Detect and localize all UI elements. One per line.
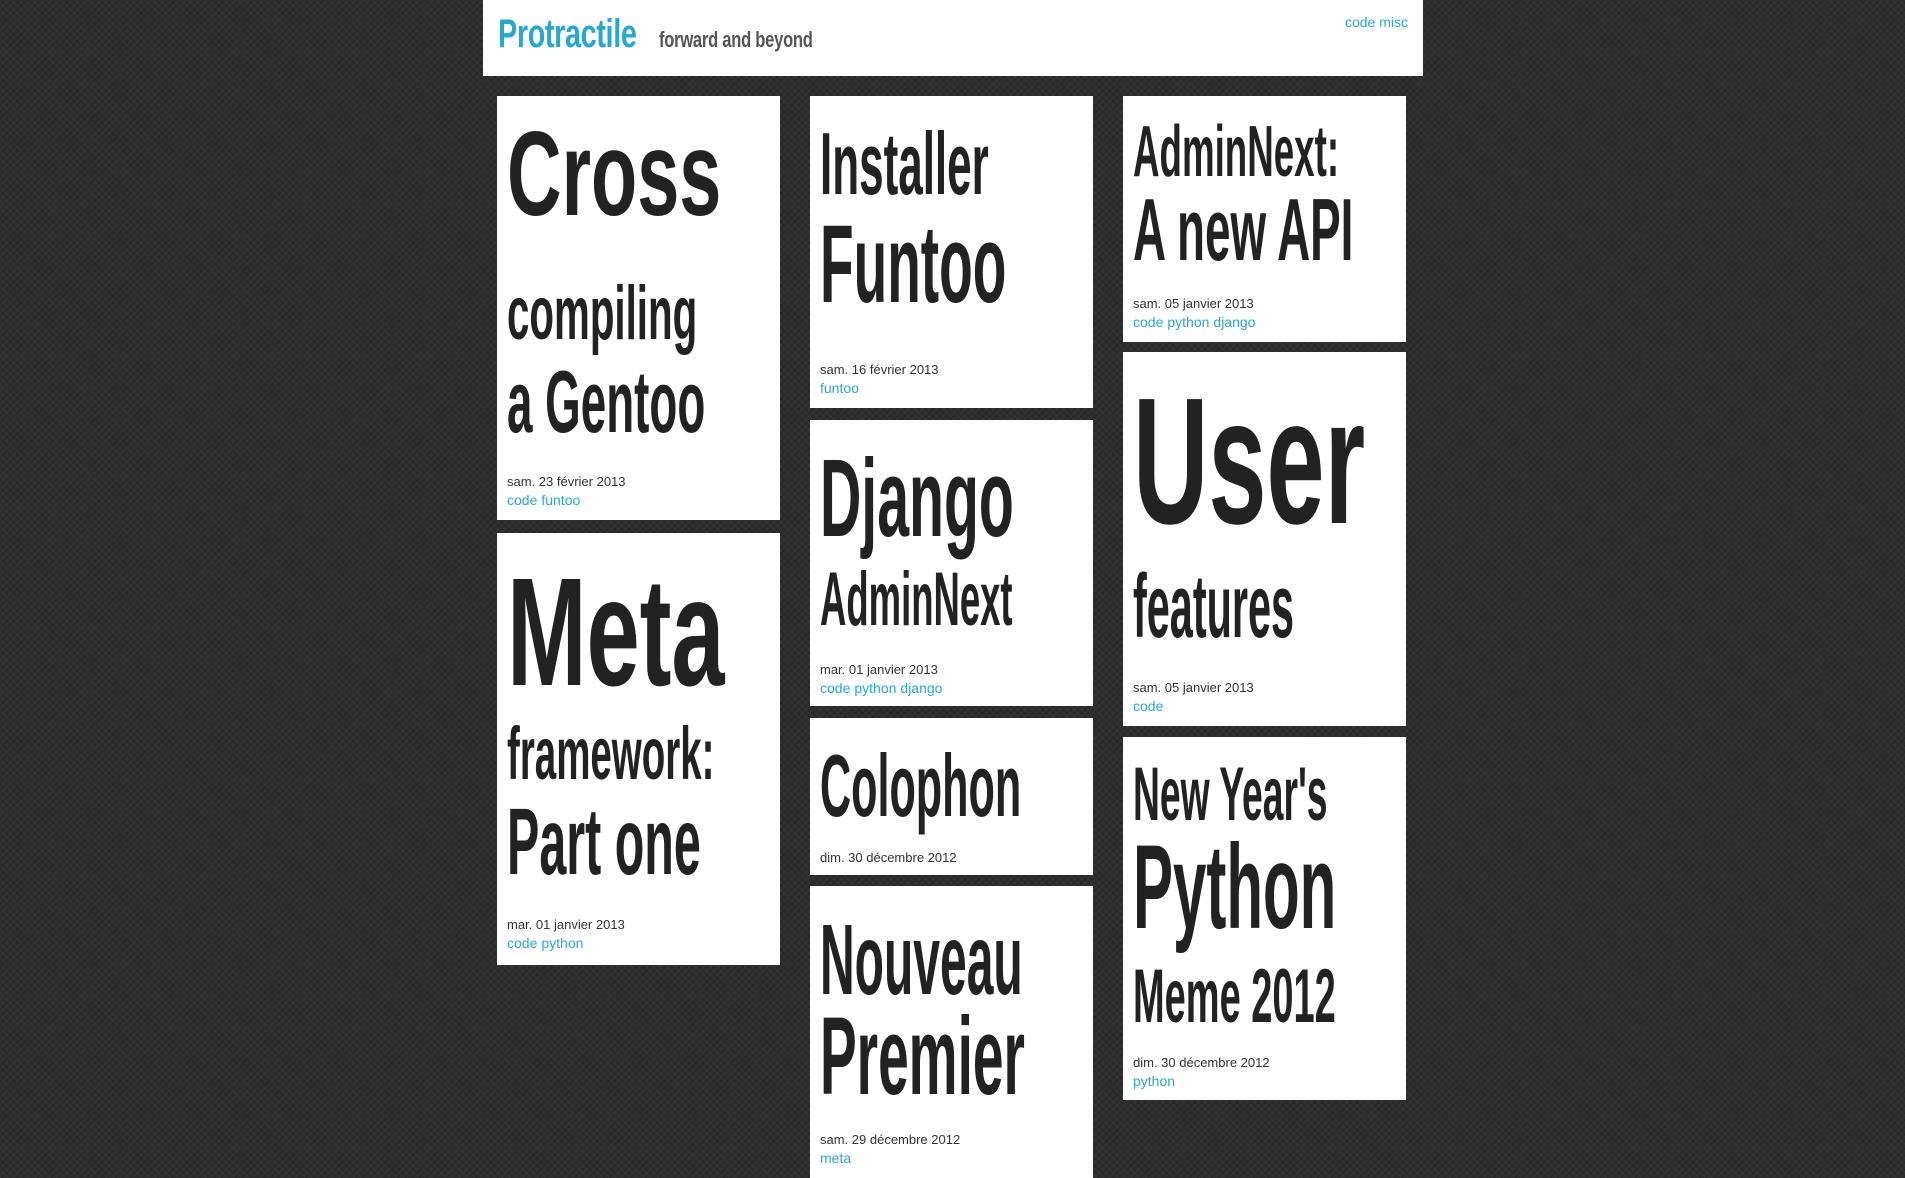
post-title-line: Colophon <box>820 736 1022 835</box>
post-tags: meta <box>820 1150 851 1166</box>
post-title-line: Python <box>1133 820 1337 954</box>
tag-link[interactable]: meta <box>820 1150 852 1166</box>
post-title-line: Nouveau <box>820 904 1023 1016</box>
post-title-line: AdminNext <box>820 557 1013 642</box>
post-date: dim. 30 décembre 2012 <box>820 850 957 865</box>
post-tags: funtoo <box>820 380 859 396</box>
post-card[interactable]: New Year's Python Meme 2012 dim. 30 déce… <box>1123 737 1406 1100</box>
post-title-line: AdminNext: <box>1133 112 1340 192</box>
tag-link[interactable]: django <box>1213 314 1256 330</box>
post-title-line: features <box>1133 557 1295 657</box>
post-tags: code <box>1133 698 1163 714</box>
post-date: dim. 30 décembre 2012 <box>1133 1055 1270 1070</box>
post-date: sam. 29 décembre 2012 <box>820 1132 961 1147</box>
post-title-line: User <box>1133 361 1366 562</box>
post-date: sam. 05 janvier 2013 <box>1133 680 1254 695</box>
post-tags: code python django <box>1133 314 1255 330</box>
post-title-line: compiling <box>507 271 698 356</box>
post-date: sam. 16 février 2013 <box>820 362 939 377</box>
tag-link[interactable]: code <box>507 935 538 951</box>
post-card[interactable]: Installer Funtoo sam. 16 février 2013 fu… <box>810 96 1093 408</box>
post-title-line: Premier <box>820 995 1025 1118</box>
post-date: mar. 01 janvier 2013 <box>820 662 938 677</box>
post-tags: code funtoo <box>507 492 580 508</box>
post-title-line: Part one <box>507 789 701 895</box>
site-title[interactable]: Protractile <box>498 12 637 56</box>
post-date: mar. 01 janvier 2013 <box>507 917 625 932</box>
post-card[interactable]: Cross compiling a Gentoo sam. 23 février… <box>497 96 780 520</box>
post-tags: code python <box>507 935 583 951</box>
post-title-line: framework: <box>507 712 715 795</box>
post-title-line: Installer <box>820 114 989 213</box>
post-title-line: Cross <box>507 107 722 241</box>
post-card[interactable]: Colophon dim. 30 décembre 2012 <box>810 718 1093 875</box>
tag-link[interactable]: code <box>820 680 851 696</box>
tag-link[interactable]: django <box>900 680 943 696</box>
tag-link[interactable]: code <box>1133 314 1164 330</box>
post-card[interactable]: User features sam. 05 janvier 2013 code <box>1123 352 1406 726</box>
post-date: sam. 23 février 2013 <box>507 474 626 489</box>
nav-link-misc[interactable]: misc <box>1379 14 1408 30</box>
post-card[interactable]: AdminNext: A new API sam. 05 janvier 201… <box>1123 96 1406 342</box>
post-title-line: Funtoo <box>820 203 1007 326</box>
post-tags: python <box>1133 1073 1175 1089</box>
tag-link[interactable]: funtoo <box>541 492 581 508</box>
tag-link[interactable]: code <box>507 492 538 508</box>
post-card[interactable]: Meta framework: Part one mar. 01 janvier… <box>497 533 780 965</box>
post-date: sam. 05 janvier 2013 <box>1133 296 1254 311</box>
top-nav: code misc <box>1345 14 1408 30</box>
tag-link[interactable]: python <box>1167 314 1210 330</box>
post-title-line: Meme 2012 <box>1133 954 1336 1039</box>
tag-link[interactable]: funtoo <box>820 380 859 396</box>
post-title-line: a Gentoo <box>507 352 706 451</box>
tag-link[interactable]: python <box>854 680 897 696</box>
brand: Protractile forward and beyond <box>498 12 864 57</box>
site-header: Protractile forward and beyond code misc <box>483 0 1423 76</box>
post-tags: code python django <box>820 680 942 696</box>
post-card[interactable]: Django AdminNext mar. 01 janvier 2013 co… <box>810 420 1093 706</box>
post-card[interactable]: Nouveau Premier sam. 29 décembre 2012 me… <box>810 886 1093 1178</box>
tag-link[interactable]: python <box>541 935 584 951</box>
post-title-line: A new API <box>1133 180 1354 279</box>
tag-link[interactable]: code <box>1133 698 1164 714</box>
post-title-line: Django <box>820 437 1014 560</box>
post-title-line: New Year's <box>1133 752 1328 837</box>
tag-link[interactable]: python <box>1133 1073 1176 1089</box>
site-tagline: forward and beyond <box>658 27 813 52</box>
post-title-line: Meta <box>507 546 725 718</box>
nav-link-code[interactable]: code <box>1344 14 1376 30</box>
